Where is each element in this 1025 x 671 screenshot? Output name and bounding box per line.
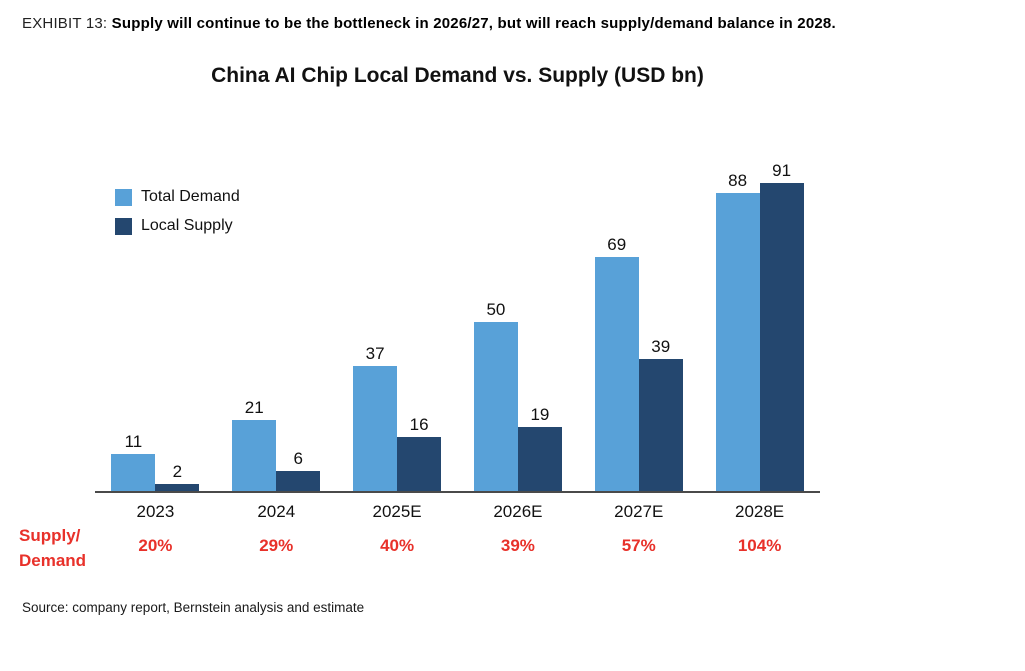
bar-group: 69 39 (578, 236, 699, 491)
legend-item: Local Supply (115, 217, 240, 235)
supply-bar (517, 427, 562, 491)
supply-bar (276, 471, 321, 491)
legend-swatch (115, 217, 132, 235)
ratio-value: 39% (500, 536, 535, 555)
ratio-value: 104% (737, 536, 782, 555)
bar-value-label: 88 (728, 171, 748, 190)
bar-group: 88 91 (699, 162, 820, 491)
bar-value-label: 6 (293, 449, 303, 468)
demand-bar-column: 37 (353, 344, 398, 491)
axis-labels-area: 2023 2024 2025E 2026E 2027E 2028E 20% 29% 40% 39… (19, 502, 820, 570)
demand-bar-column: 88 (715, 171, 760, 491)
chart-legend: Total Demand Local Supply (115, 188, 240, 235)
x-axis-label: 2025E (372, 502, 422, 521)
demand-bar (232, 420, 277, 491)
exhibit-title: Supply will continue to be the bottlenec… (111, 15, 836, 32)
bar-value-label: 69 (607, 235, 627, 254)
bar-value-label: 21 (244, 398, 264, 417)
chart-title: China AI Chip Local Demand vs. Supply (U… (211, 64, 704, 87)
ratio-value: 29% (259, 536, 294, 555)
bar-value-label: 2 (172, 462, 183, 481)
x-axis-label: 2028E (734, 502, 785, 521)
supply-bar-column: 6 (276, 449, 321, 491)
demand-bar (111, 454, 156, 491)
ratio-value: 20% (138, 536, 173, 555)
bar-group: 37 16 (337, 345, 458, 491)
demand-bar-column: 50 (473, 300, 518, 491)
supply-bar (397, 437, 442, 491)
ratio-row: 20% 29% 40% 39% 57% 104% (95, 536, 820, 556)
source-note: Source: company report, Bernstein analys… (22, 600, 365, 615)
x-axis-label: 2024 (257, 502, 296, 521)
supply-bar (759, 183, 804, 491)
bar-value-label: 16 (409, 415, 429, 434)
demand-bar-column: 11 (111, 432, 156, 491)
supply-bar-column: 39 (638, 337, 683, 491)
demand-bar (353, 366, 398, 491)
ratio-value: 40% (380, 536, 415, 555)
legend-swatch (115, 188, 132, 206)
demand-bar (594, 257, 639, 491)
ratio-value: 57% (621, 536, 656, 555)
supply-bar-column: 16 (397, 415, 442, 491)
bar-value-label: 39 (651, 337, 671, 356)
demand-bar (715, 193, 760, 491)
bar-group: 50 19 (458, 301, 579, 491)
x-axis-label-row: 2023 2024 2025E 2026E 2027E 2028E (95, 502, 820, 522)
supply-bar-column: 2 (155, 462, 200, 491)
exhibit-number: EXHIBIT 13: (22, 15, 108, 32)
bar-value-label: 91 (772, 161, 792, 180)
x-axis-label: 2027E (614, 502, 664, 521)
x-axis-label: 2026E (493, 502, 543, 521)
legend-label: Total Demand (141, 188, 240, 205)
bar-group: 21 6 (216, 399, 337, 491)
x-axis-label: 2023 (136, 502, 175, 521)
demand-bar (473, 322, 518, 491)
supply-bar (155, 484, 200, 491)
demand-bar-column: 69 (594, 235, 639, 491)
supply-bar-column: 19 (517, 405, 562, 491)
demand-bar-column: 21 (232, 398, 277, 491)
bar-value-label: 19 (530, 405, 550, 424)
ratio-row-label: Supply/ Demand (19, 526, 87, 570)
bar-value-label: 37 (365, 344, 385, 363)
supply-bar (638, 359, 683, 491)
legend-item: Total Demand (115, 188, 240, 206)
bar-value-label: 50 (486, 300, 506, 319)
bar-value-label: 11 (124, 432, 143, 451)
legend-label: Local Supply (141, 217, 233, 234)
supply-bar-column: 91 (759, 161, 804, 491)
plot-area: Total Demand Local Supply 11 2 21 6 37 16 50 19 6… (95, 146, 820, 493)
bar-group: 11 2 (95, 433, 216, 491)
exhibit-header: EXHIBIT 13: Supply will continue to be t… (0, 0, 1025, 32)
